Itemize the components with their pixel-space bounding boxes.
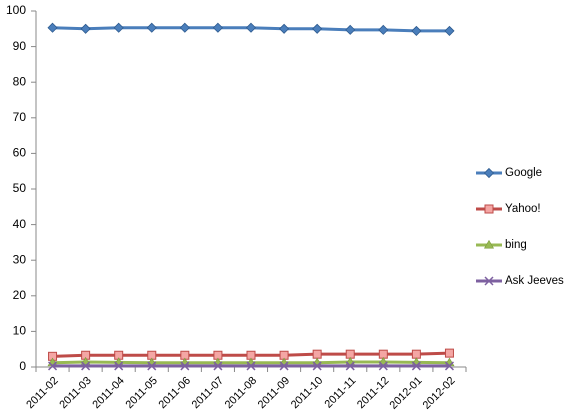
series: [48, 361, 454, 371]
x-tick-label: 2011-06: [157, 375, 193, 411]
y-tick-label: 50: [13, 181, 27, 195]
legend-label: Ask Jeeves: [505, 275, 564, 287]
marker: [378, 361, 388, 371]
x-tick-label: 2011-08: [223, 375, 259, 411]
legend-label: Yahoo!: [505, 203, 541, 215]
x-tick-label: 2012-01: [388, 375, 425, 412]
y-tick-label: 70: [13, 110, 27, 124]
marker: [411, 361, 421, 371]
marker: [179, 22, 190, 33]
marker: [345, 361, 355, 371]
x-tick-label: 2011-12: [355, 375, 391, 411]
y-tick-label: 0: [19, 359, 26, 373]
marker: [345, 24, 356, 35]
y-tick-label: 90: [13, 39, 27, 53]
legend-marker: [484, 276, 494, 286]
marker: [180, 361, 190, 371]
marker: [80, 23, 91, 34]
x-tick-label: 2011-10: [289, 375, 325, 411]
legend-label: Google: [505, 167, 542, 179]
series: [48, 348, 454, 361]
x-tick-label: 2011-03: [57, 375, 93, 411]
legend-marker: [483, 167, 495, 179]
x-tick-label: 2012-02: [421, 375, 458, 412]
y-tick-label: 40: [13, 217, 27, 231]
legend-marker: [484, 204, 494, 214]
y-tick-label: 80: [13, 74, 27, 88]
marker: [146, 22, 157, 33]
y-tick-label: 20: [13, 288, 27, 302]
marker: [279, 361, 289, 371]
marker: [312, 349, 322, 359]
marker: [444, 361, 454, 371]
marker: [312, 361, 322, 371]
marker: [378, 24, 389, 35]
x-tick-label: 2011-02: [24, 375, 60, 411]
y-tick-label: 10: [13, 324, 27, 338]
marker: [411, 349, 421, 359]
marker: [114, 361, 124, 371]
marker: [444, 348, 454, 358]
marker: [213, 361, 223, 371]
x-tick-label: 2011-09: [256, 375, 292, 411]
marker: [245, 22, 257, 33]
legend-label: bing: [505, 239, 527, 251]
marker: [246, 361, 256, 371]
marker: [411, 25, 422, 37]
marker: [444, 25, 455, 37]
marker: [113, 22, 124, 33]
marker: [312, 23, 323, 34]
series: [47, 22, 455, 37]
marker: [48, 361, 58, 371]
x-tick-label: 2011-11: [323, 375, 359, 411]
y-tick-label: 30: [13, 252, 27, 266]
marker: [279, 23, 290, 34]
x-tick-label: 2011-05: [123, 375, 159, 411]
marker: [147, 361, 157, 371]
marker: [47, 22, 58, 33]
x-tick-label: 2011-04: [90, 375, 126, 411]
marker: [212, 22, 223, 33]
legend-marker: [483, 239, 495, 249]
y-tick-label: 60: [13, 146, 27, 160]
y-tick-label: 100: [6, 3, 26, 17]
x-tick-label: 2011-07: [190, 375, 226, 411]
marker: [81, 361, 91, 371]
